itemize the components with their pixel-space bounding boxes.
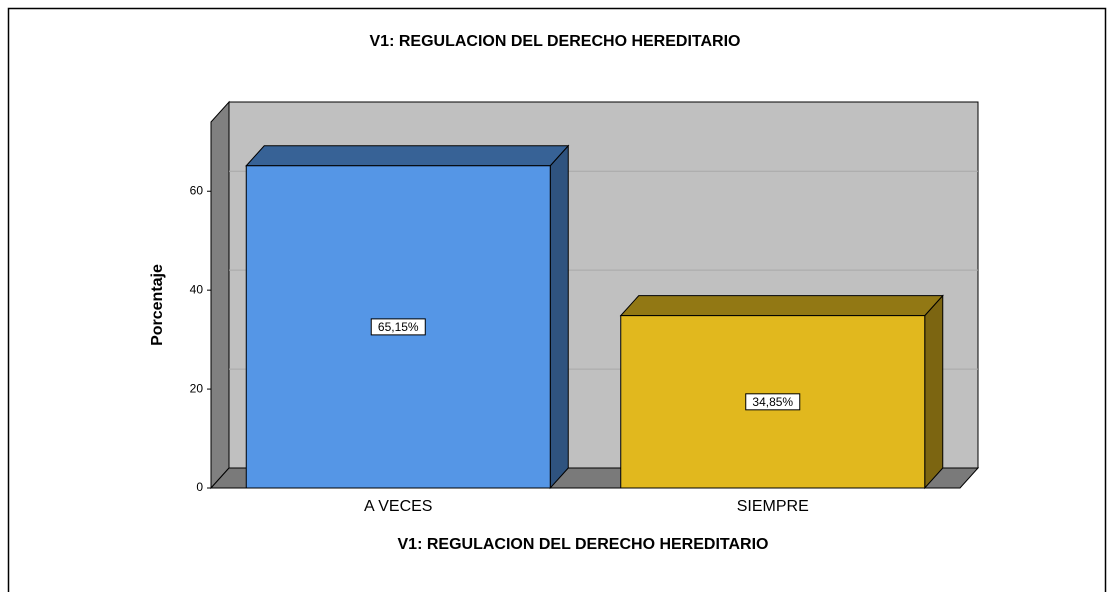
value-label: 65,15% (378, 320, 419, 334)
value-label-box (745, 393, 801, 411)
y-tick-label: 60 (190, 183, 204, 197)
y-tick-label: 0 (196, 480, 203, 494)
x-tick-label: A VECES (364, 498, 432, 515)
y-tick-label: 20 (190, 381, 204, 395)
value-label: 34,85% (752, 395, 793, 409)
value-label-box (370, 318, 426, 336)
frame (7, 7, 1107, 592)
bar-side (549, 144, 569, 490)
y-tick-label: 40 (190, 282, 204, 296)
bar-side (924, 294, 944, 490)
left-wall (210, 100, 230, 490)
y-axis-title: Porcentaje (149, 264, 166, 346)
chart-title: V1: REGULACION DEL DERECHO HEREDITARIO (370, 33, 741, 50)
x-axis-title: V1: REGULACION DEL DERECHO HEREDITARIO (398, 536, 769, 553)
bar-top (619, 295, 944, 317)
bar-top (245, 145, 570, 167)
x-tick-label: SIEMPRE (737, 498, 809, 515)
